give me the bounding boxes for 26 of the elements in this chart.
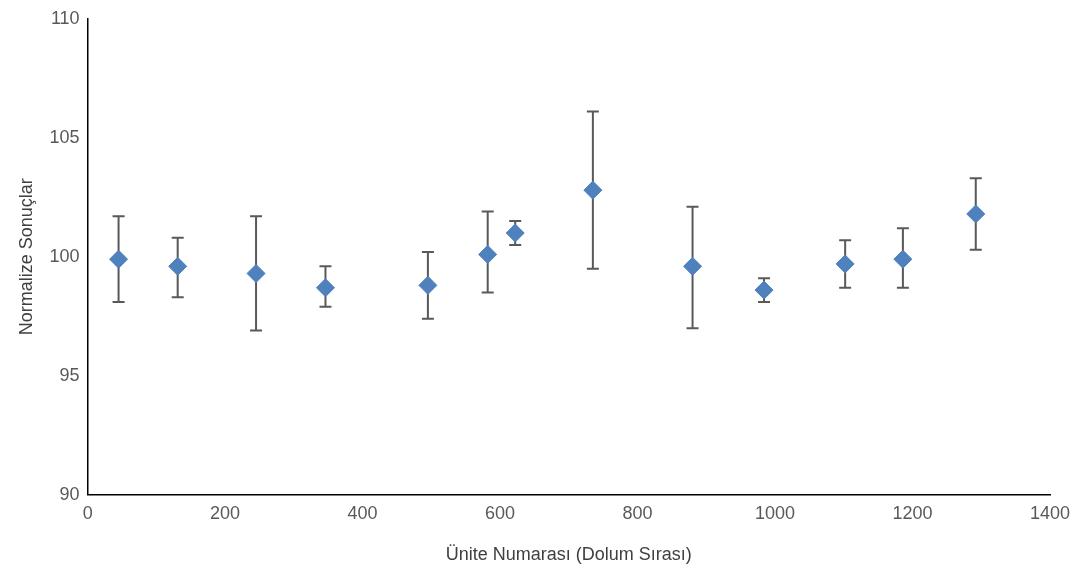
x-tick-label: 1200 [892,502,933,523]
point [168,256,188,276]
x-tick-label: 800 [622,502,653,523]
y-tick-label: 90 [59,483,80,504]
point [315,278,335,298]
y-tick-label: 105 [49,126,80,147]
y-tick-label: 95 [59,364,80,385]
point [683,256,703,276]
point [966,204,986,224]
x-tick-label: 600 [485,502,516,523]
x-tick-label: 0 [82,502,93,523]
x-tick-label: 400 [347,502,378,523]
x-axis-title: Ünite Numarası (Dolum Sırası) [445,544,692,565]
point [893,249,913,269]
point [583,180,603,200]
point [246,263,266,283]
y-tick-label: 100 [49,245,80,266]
x-tick-label: 200 [210,502,241,523]
y-axis-title: Normalize Sonuçlar [15,178,36,336]
y-tick-label: 110 [50,7,80,28]
x-tick-label: 1000 [755,502,796,523]
point [835,254,855,274]
point [478,244,498,264]
x-tick-label: 1400 [1029,502,1071,523]
point [418,275,438,295]
point [109,249,129,269]
